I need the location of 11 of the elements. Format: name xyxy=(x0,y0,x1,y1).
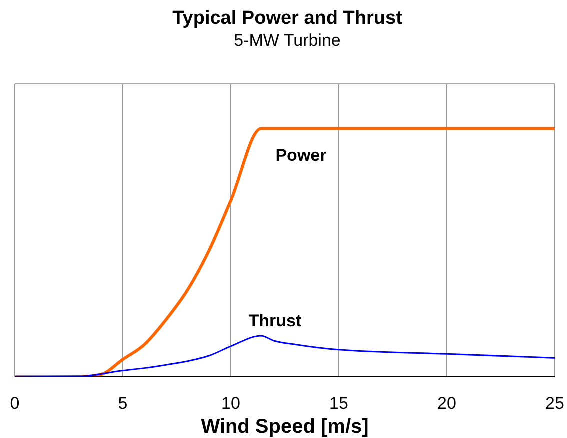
x-tick-label: 25 xyxy=(546,394,564,414)
series-label: Power xyxy=(276,146,328,166)
x-tick-label: 5 xyxy=(118,394,128,414)
x-tick-label: 20 xyxy=(438,394,456,414)
x-tick-label: 0 xyxy=(10,394,20,414)
x-tick-label: 15 xyxy=(330,394,348,414)
x-tick-label: 10 xyxy=(222,394,240,414)
chart-title: Typical Power and Thrust xyxy=(172,8,404,30)
x-axis-title: Wind Speed [m/s] xyxy=(201,416,369,438)
chart-subtitle: 5-MW Turbine xyxy=(233,30,342,52)
series-label: Thrust xyxy=(248,312,302,331)
